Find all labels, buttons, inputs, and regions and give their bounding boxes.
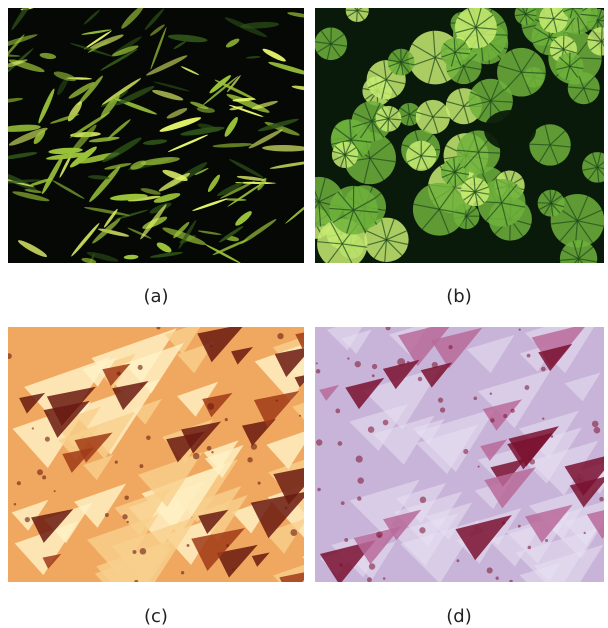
caption-d: (d) xyxy=(446,606,472,627)
micrograph-panel-d xyxy=(315,327,604,582)
micrograph-panel-c xyxy=(8,327,304,582)
caption-c: (c) xyxy=(144,606,168,627)
micrograph-panel-b xyxy=(315,8,604,263)
micrograph-panel-a xyxy=(8,8,304,263)
caption-a: (a) xyxy=(143,286,169,307)
orange-texture-image xyxy=(8,327,304,582)
purple-texture-image xyxy=(315,327,604,582)
needle-crystals-image xyxy=(8,8,304,263)
spherulite-crystals-image xyxy=(315,8,604,263)
caption-b: (b) xyxy=(446,286,472,307)
